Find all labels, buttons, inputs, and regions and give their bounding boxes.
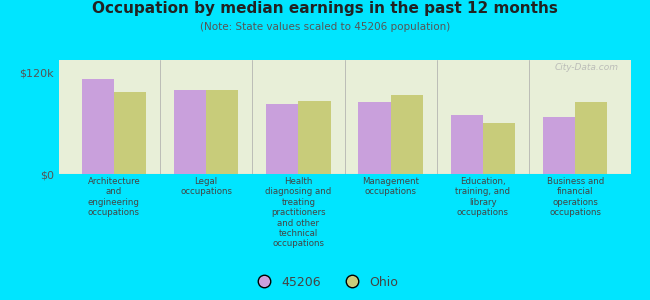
Text: Occupation by median earnings in the past 12 months: Occupation by median earnings in the pas… — [92, 2, 558, 16]
Text: Health
diagnosing and
treating
practitioners
and other
technical
occupations: Health diagnosing and treating practitio… — [265, 177, 332, 248]
Bar — [174, 90, 206, 174]
Text: Legal
occupations: Legal occupations — [180, 177, 232, 197]
Text: Management
occupations: Management occupations — [362, 177, 419, 197]
Bar — [266, 104, 298, 174]
Text: (Note: State values scaled to 45206 population): (Note: State values scaled to 45206 popu… — [200, 22, 450, 32]
Legend: 45206, Ohio: 45206, Ohio — [246, 271, 404, 294]
Bar — [391, 95, 423, 174]
Bar — [298, 100, 331, 174]
Bar — [206, 90, 239, 174]
Text: Architecture
and
engineering
occupations: Architecture and engineering occupations — [88, 177, 140, 217]
Bar — [81, 79, 114, 174]
Bar — [114, 92, 146, 174]
Text: City-Data.com: City-Data.com — [555, 63, 619, 72]
Text: Business and
financial
operations
occupations: Business and financial operations occupa… — [547, 177, 604, 217]
Bar — [483, 123, 515, 174]
Bar — [543, 117, 575, 174]
Bar — [358, 102, 391, 174]
Bar — [575, 102, 608, 174]
Bar — [450, 115, 483, 174]
Text: Education,
training, and
library
occupations: Education, training, and library occupat… — [456, 177, 510, 217]
